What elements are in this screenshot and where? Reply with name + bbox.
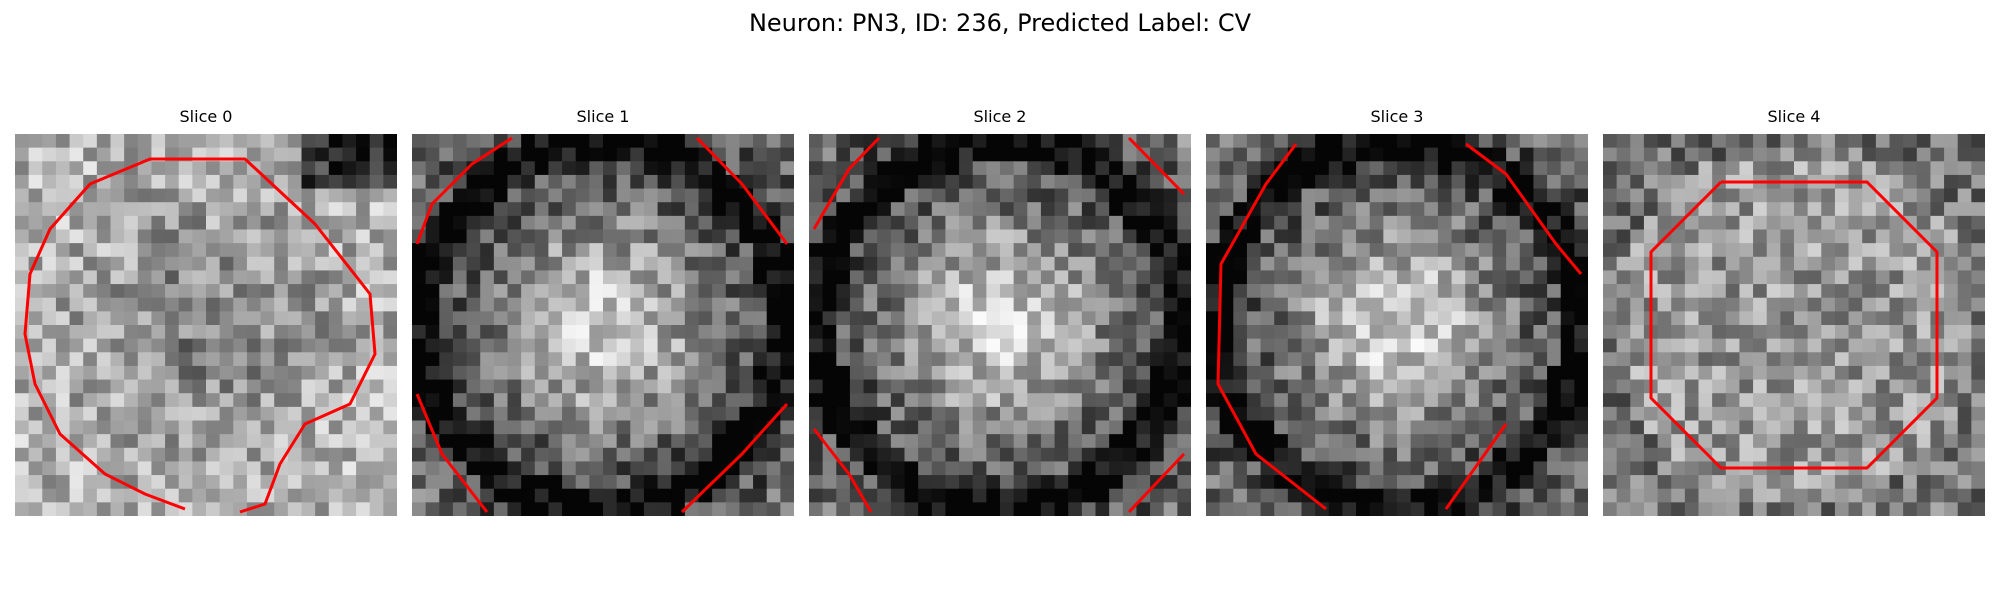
slice-title: Slice 4: [1767, 107, 1821, 126]
contour-line: [1127, 452, 1186, 514]
slice-title: Slice 2: [973, 107, 1027, 126]
slice-image-2: [809, 134, 1191, 516]
slice-pixels: [1603, 134, 1985, 516]
contour-line: [1649, 180, 1939, 470]
slice-title: Slice 3: [1370, 107, 1424, 126]
contour-line: [1465, 142, 1583, 275]
slice-image-0: [15, 134, 397, 516]
slice-image-4: [1603, 134, 1985, 516]
slice-title: Slice 1: [576, 107, 630, 126]
contour-line: [695, 136, 789, 245]
slice-pixels: [15, 134, 397, 516]
contour-line: [680, 402, 789, 514]
slice-image-3: [1206, 134, 1588, 516]
slice-pixels: [1206, 134, 1588, 516]
contour-line: [812, 136, 881, 230]
contour-line: [1444, 423, 1508, 510]
slice-image-1: [412, 134, 794, 516]
slice-title: Slice 0: [179, 107, 233, 126]
contour-line: [23, 157, 377, 514]
figure-title: Neuron: PN3, ID: 236, Predicted Label: C…: [748, 9, 1252, 37]
contour-line: [1127, 136, 1186, 196]
contour-line: [415, 393, 489, 513]
contour-line: [1216, 143, 1327, 511]
contour-line: [415, 136, 513, 245]
slice-pixels: [809, 134, 1191, 516]
contour-line: [812, 428, 873, 513]
